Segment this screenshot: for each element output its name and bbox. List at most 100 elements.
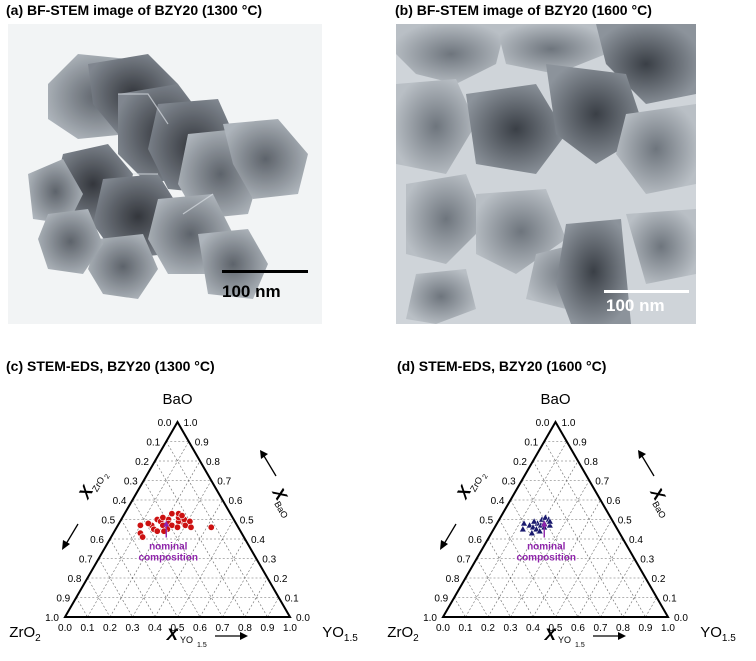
ternary-d-gridline — [476, 558, 511, 618]
ternary-d-data-point — [546, 521, 554, 529]
ternary-c-data-point — [178, 512, 186, 520]
ternary-d-tick-right: 0.0 — [674, 613, 688, 624]
ternary-c-tick-left: 0.9 — [56, 594, 70, 605]
ternary-c-tick-bottom: 0.9 — [261, 623, 275, 634]
scale-bar-b — [604, 290, 689, 293]
ternary-d-axis-left-arrow — [443, 523, 457, 545]
ternary-c-tick-bottom: 0.2 — [103, 623, 117, 634]
panel-a-title: (a) BF-STEM image of BZY20 (1300 °C) — [6, 2, 263, 18]
ternary-c-data-point — [153, 527, 161, 535]
ternary-c-tick-right: 0.8 — [206, 457, 220, 468]
scale-label-a: 100 nm — [222, 282, 281, 301]
ternary-d-gridline — [453, 597, 466, 618]
ternary-d-nominal-label-2: composition — [517, 553, 576, 564]
ternary-d-tick-left: 0.5 — [479, 516, 493, 527]
ternary-c-axis-bottom-arrowhead — [240, 632, 248, 640]
ternary-c-gridline — [109, 538, 156, 618]
ternary-c-apex-right-label: YO1.5 — [322, 624, 358, 644]
micrograph-b: 100 nm — [396, 24, 696, 324]
ternary-c-tick-bottom: 0.8 — [238, 623, 252, 634]
ternary-d-tick-right: 0.6 — [607, 496, 621, 507]
ternary-c-axis-right-arrowhead — [260, 450, 268, 459]
ternary-c-data-point — [187, 523, 195, 531]
ternary-d-grid — [453, 441, 658, 618]
ternary-d-triangle-outline — [441, 419, 670, 618]
ternary-d-gridline — [543, 441, 646, 618]
ternary-c-tick-right: 0.4 — [251, 535, 265, 546]
ternary-c-apex-right-sub: 1.5 — [344, 633, 358, 644]
ternary-d-tick-bottom: 0.4 — [526, 623, 540, 634]
ternary-d-tick-right: 0.7 — [595, 477, 609, 488]
ternary-c-axis-right-arrow — [263, 455, 277, 477]
ternary-c-axis-bottom-sub2: 1.5 — [197, 642, 207, 649]
ternary-d-apex-left-sub: 2 — [413, 633, 419, 644]
ternary-d-gridline — [465, 577, 489, 618]
ternary-c-axis-bottom-sub: YO — [180, 635, 193, 645]
panel-c-title: (c) STEM-EDS, BZY20 (1300 °C) — [6, 358, 215, 374]
ternary-c-nominal-label-2: composition — [139, 553, 198, 564]
ternary-d-data-points — [519, 513, 554, 536]
ternary-d-axis-left-arrowhead — [440, 540, 448, 550]
ternary-c-gridline — [244, 577, 268, 618]
ternary-c-tick-right: 0.1 — [285, 594, 299, 605]
ternary-c-triangle-outline — [63, 419, 292, 618]
ternary-c-data-point — [174, 523, 182, 531]
ternary-d-tick-left: 0.0 — [536, 418, 550, 429]
ternary-d-gridline — [600, 558, 635, 618]
ternary-d-tick-bottom: 0.2 — [481, 623, 495, 634]
ternary-c-data-points — [136, 510, 215, 541]
ternary-c-tick-bottom: 0.3 — [126, 623, 140, 634]
ternary-d-nominal-label-1: nominal — [527, 542, 566, 553]
ternary-d-axis-bottom-label: X — [544, 625, 558, 644]
ternary-d-apex-right-sub: 1.5 — [722, 633, 736, 644]
ternary-d-tick-right: 0.3 — [640, 555, 654, 566]
ternary-c-tick-right: 0.6 — [229, 496, 243, 507]
ternary-d-data-point — [519, 525, 527, 533]
ternary-c-data-point — [186, 517, 194, 525]
micrograph-a-image — [28, 54, 308, 299]
ternary-c-gridline — [98, 558, 133, 618]
ternary-d-data-point — [520, 519, 528, 527]
ternary-d-tick-bottom: 0.9 — [639, 623, 653, 634]
ternary-c-axis-left-arrowhead — [62, 540, 70, 550]
ternary-c-data-point — [136, 521, 144, 529]
ternary-c-gridline — [75, 597, 88, 618]
ternary-c-gridline — [177, 519, 235, 618]
ternary-d-tick-bottom: 0.3 — [504, 623, 518, 634]
ternary-d-data-point — [530, 517, 538, 525]
ternary-c-tick-right: 0.0 — [296, 613, 310, 624]
ternary-d-tick-right: 0.8 — [584, 457, 598, 468]
ternary-d-tick-right: 0.9 — [573, 438, 587, 449]
ternary-d-tick-right: 0.1 — [663, 594, 677, 605]
ternary-c-tick-left: 0.4 — [113, 496, 127, 507]
ternary-c-tick-bottom: 0.5 — [171, 623, 185, 634]
ternary-c-data-point — [144, 519, 152, 527]
ternary-d-gridline — [465, 441, 568, 618]
ternary-d-axis-bottom-sub2: 1.5 — [575, 642, 585, 649]
ternary-c-gridline — [120, 519, 178, 618]
ternary-c-axis-right-sub: BaO — [272, 500, 290, 521]
scale-bar-a — [222, 270, 308, 273]
ternary-c-tick-left: 1.0 — [45, 613, 59, 624]
ternary-c-tick-left: 0.3 — [124, 477, 138, 488]
ternary-c-nominal-label-1: nominal — [149, 542, 188, 553]
ternary-c-gridline — [165, 441, 268, 618]
ternary-d-tick-bottom: 0.6 — [571, 623, 585, 634]
ternary-c-tick-left: 0.6 — [90, 535, 104, 546]
ternary-d-nominal-arrowhead — [541, 520, 548, 527]
ternary-d-gridline — [645, 597, 658, 618]
ternary-d-axis-bottom-sub: YO — [558, 635, 571, 645]
ternary-c-apex-top-label: BaO — [162, 391, 192, 408]
ternary-c-apex-left-label: ZrO2 — [9, 624, 41, 644]
ternary-c-tick-right: 0.3 — [262, 555, 276, 566]
ternary-c-grid — [75, 441, 280, 618]
ternary-c-data-point — [139, 533, 147, 541]
ternary-diagram-c: 0.0 0.0 0.0 0.1 0.1 0.1 0.2 0.2 0.2 0.3 0.3 0.3 0.4 0… — [9, 391, 358, 649]
ternary-diagram-d: 0.0 0.0 0.0 0.1 0.1 0.1 0.2 0.2 0.2 0.3 0.3 0.3 0.4 0… — [387, 391, 736, 649]
ternary-c-tick-left: 0.1 — [146, 438, 160, 449]
ternary-d-tick-left: 0.9 — [434, 594, 448, 605]
ternary-d-gridline — [555, 519, 613, 618]
